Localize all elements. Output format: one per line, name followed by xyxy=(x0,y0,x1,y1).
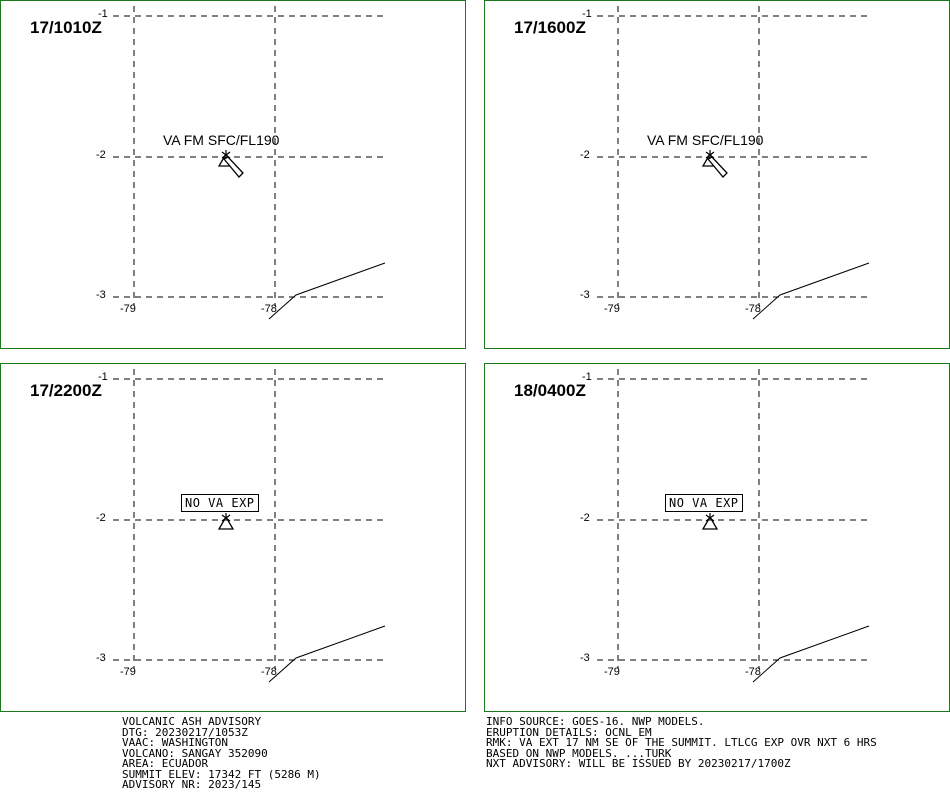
volcano-icon xyxy=(701,515,719,530)
latitude-tick-label: -2 xyxy=(96,149,106,161)
advisory-right-line: ERUPTION DETAILS: OCNL EM xyxy=(486,725,652,739)
advisory-right-line: INFO SOURCE: GOES-16. NWP MODELS. xyxy=(486,715,705,728)
longitude-tick-label: -78 xyxy=(261,303,277,315)
map-svg xyxy=(597,6,870,320)
latitude-tick-label: -1 xyxy=(582,371,592,383)
advisory-left-line: ADVISORY NR: 2023/145 xyxy=(122,778,262,791)
advisory-text-right: INFO SOURCE: GOES-16. NWP MODELS. ERUPTIO… xyxy=(486,715,877,770)
panel-time-label: 18/0400Z xyxy=(514,381,586,400)
latitude-tick-label: -1 xyxy=(582,8,592,20)
latitude-tick-label: -2 xyxy=(580,149,590,161)
latitude-tick-label: -1 xyxy=(98,371,108,383)
eruption-symbol-icon xyxy=(705,513,715,522)
advisory-left-line: DTG: 20230217/1053Z xyxy=(122,725,248,739)
map-svg xyxy=(597,369,870,683)
advisory-left-line: SUMMIT ELEV: 17342 FT (5286 M) xyxy=(122,767,321,781)
advisory-left-line: VAAC: WASHINGTON xyxy=(122,736,228,749)
coastline xyxy=(268,625,386,683)
longitude-tick-label: -79 xyxy=(604,303,620,315)
longitude-tick-label: -79 xyxy=(604,666,620,678)
coastline xyxy=(268,262,386,320)
forecast-panel-1: 17/1010Z -1 -2 -3 -79 -78 VA FM SFC/FL190 xyxy=(0,0,466,349)
longitude-tick-label: -78 xyxy=(261,666,277,678)
va-annotation: VA FM SFC/FL190 xyxy=(163,132,280,148)
coastline xyxy=(752,625,870,683)
latitude-tick-label: -3 xyxy=(96,652,106,664)
longitude-tick-label: -79 xyxy=(120,666,136,678)
latitude-tick-label: -2 xyxy=(580,512,590,524)
forecast-panel-3: 17/2200Z -1 -2 -3 -79 -78 NO VA EXP xyxy=(0,363,466,712)
coastline xyxy=(752,262,870,320)
longitude-tick-label: -78 xyxy=(745,303,761,315)
map-svg xyxy=(113,6,386,320)
volcano-icon xyxy=(217,515,235,530)
advisory-right-line: NXT ADVISORY: WILL BE ISSUED BY 20230217… xyxy=(486,757,791,770)
latitude-tick-label: -3 xyxy=(580,652,590,664)
forecast-panel-4: 18/0400Z -1 -2 -3 -79 -78 NO VA EXP xyxy=(484,363,950,712)
longitude-tick-label: -79 xyxy=(120,303,136,315)
ash-cloud-polygon xyxy=(706,156,728,178)
forecast-panel-2: 17/1600Z -1 -2 -3 -79 -78 VA FM SFC/FL190 xyxy=(484,0,950,349)
latitude-tick-label: -3 xyxy=(580,289,590,301)
advisory-text-left: VOLCANIC ASH ADVISORY DTG: 20230217/1053Z… xyxy=(122,715,321,791)
longitude-tick-label: -78 xyxy=(745,666,761,678)
va-annotation: NO VA EXP xyxy=(665,494,743,512)
advisory-right-line: RMK: VA EXT 17 NM SE OF THE SUMMIT. LTLC… xyxy=(486,736,877,749)
ash-cloud-polygon xyxy=(222,156,244,178)
eruption-symbol-icon xyxy=(221,513,231,522)
advisory-left-line: VOLCANO: SANGAY 352090 xyxy=(122,746,268,760)
panel-time-label: 17/1010Z xyxy=(30,18,102,37)
latitude-tick-label: -3 xyxy=(96,289,106,301)
advisory-left-line: VOLCANIC ASH ADVISORY xyxy=(122,715,262,728)
advisory-left-line: AREA: ECUADOR xyxy=(122,757,209,770)
advisory-right-line: BASED ON NWP MODELS. ...TURK xyxy=(486,746,672,760)
map-svg xyxy=(113,369,386,683)
panel-time-label: 17/1600Z xyxy=(514,18,586,37)
va-annotation: VA FM SFC/FL190 xyxy=(647,132,764,148)
latitude-tick-label: -1 xyxy=(98,8,108,20)
va-annotation: NO VA EXP xyxy=(181,494,259,512)
latitude-tick-label: -2 xyxy=(96,512,106,524)
panel-time-label: 17/2200Z xyxy=(30,381,102,400)
